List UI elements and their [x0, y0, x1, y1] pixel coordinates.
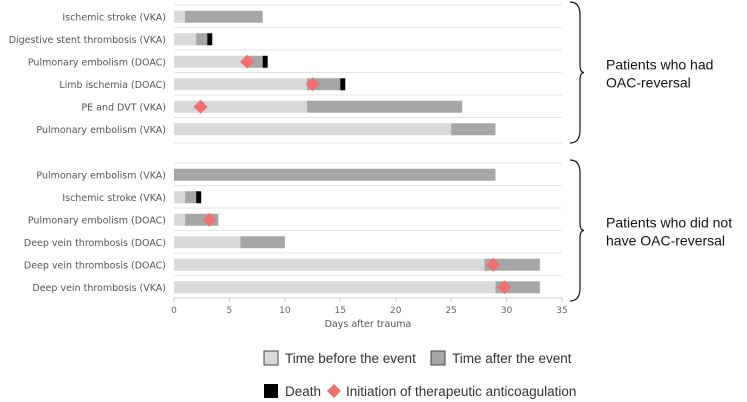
bar-before-event [174, 10, 186, 23]
bar-before-event [174, 191, 186, 204]
row-label: Pulmonary embolism (DOAC) [28, 215, 166, 226]
x-tick-label: 15 [335, 306, 346, 316]
group-bracket [569, 1, 585, 144]
row-label: Ischemic stroke (VKA) [62, 12, 166, 23]
row-label: Pulmonary embolism (DOAC) [28, 57, 166, 68]
group-brackets: Patients who had OAC-reversal Patients who… [569, 1, 732, 302]
x-tick-label: 35 [556, 306, 567, 316]
legend-swatch-after [430, 350, 446, 366]
anticoagulation-marker [193, 99, 208, 114]
row-label: Deep vein thrombosis (DOAC) [24, 238, 166, 249]
bar-before-event [174, 55, 247, 68]
bar-before-event [174, 100, 308, 113]
anticoagulation-marker [305, 77, 320, 92]
bar-after-event [185, 10, 263, 23]
bar-after-event [484, 258, 540, 271]
x-tick-label: 5 [227, 306, 233, 316]
death-marker [196, 191, 202, 204]
group-label: Patients who did not have OAC-reversal [606, 215, 732, 249]
bar-before-event [174, 213, 186, 226]
legend: Time before the event Time after the even… [263, 350, 576, 399]
bar-before-event [174, 78, 308, 91]
bar-before-event [174, 33, 197, 46]
x-axis: 0 5 10 15 20 25 30 35 Days after trauma [171, 297, 568, 330]
legend-label-after: Time after the event [452, 351, 572, 366]
death-marker [207, 33, 213, 46]
legend-label-before: Time before the event [285, 351, 416, 366]
rows-layer: Ischemic stroke (VKA) Digestive stent thr… [9, 4, 562, 299]
death-marker [340, 78, 346, 91]
x-tick-label: 10 [279, 306, 291, 316]
x-tick-label: 30 [501, 306, 513, 316]
row-label: Digestive stent thrombosis (VKA) [9, 35, 166, 46]
bar-before-event [174, 258, 485, 271]
x-axis-title: Days after trauma [325, 319, 412, 330]
anticoagulation-marker [240, 54, 255, 69]
bar-after-event [196, 33, 208, 46]
row-label: PE and DVT (VKA) [81, 102, 166, 113]
bar-after-event [307, 100, 463, 113]
anticoagulation-marker [202, 212, 217, 227]
anticoagulation-marker [497, 280, 512, 295]
group-bracket [569, 159, 585, 302]
legend-swatch-anticoagulation [327, 384, 341, 398]
anticoagulation-marker [486, 257, 501, 272]
row-label: Ischemic stroke (VKA) [62, 193, 166, 204]
x-tick-label: 25 [445, 306, 456, 316]
bar-before-event [174, 236, 241, 249]
row-label: Deep vein thrombosis (VKA) [32, 283, 166, 294]
x-tick-label: 20 [390, 306, 402, 316]
row-label: Deep vein thrombosis (DOAC) [24, 260, 166, 271]
group-label: Patients who had OAC-reversal [606, 57, 713, 91]
legend-swatch-before [263, 350, 279, 366]
bar-after-event [451, 123, 496, 136]
legend-label-death: Death [285, 384, 321, 399]
bar-after-event [174, 168, 496, 181]
x-tick-label: 0 [171, 306, 177, 316]
row-label: Limb ischemia (DOAC) [59, 80, 166, 91]
bar-after-event [185, 191, 197, 204]
row-label: Pulmonary embolism (VKA) [36, 170, 166, 181]
bar-before-event [174, 281, 496, 294]
row-label: Pulmonary embolism (VKA) [36, 125, 166, 136]
bar-after-event [240, 236, 285, 249]
legend-swatch-death [264, 384, 278, 398]
legend-label-anticoagulation: Initiation of therapeutic anticoagulatio… [346, 384, 576, 399]
bar-before-event [174, 123, 452, 136]
death-marker [262, 55, 268, 68]
